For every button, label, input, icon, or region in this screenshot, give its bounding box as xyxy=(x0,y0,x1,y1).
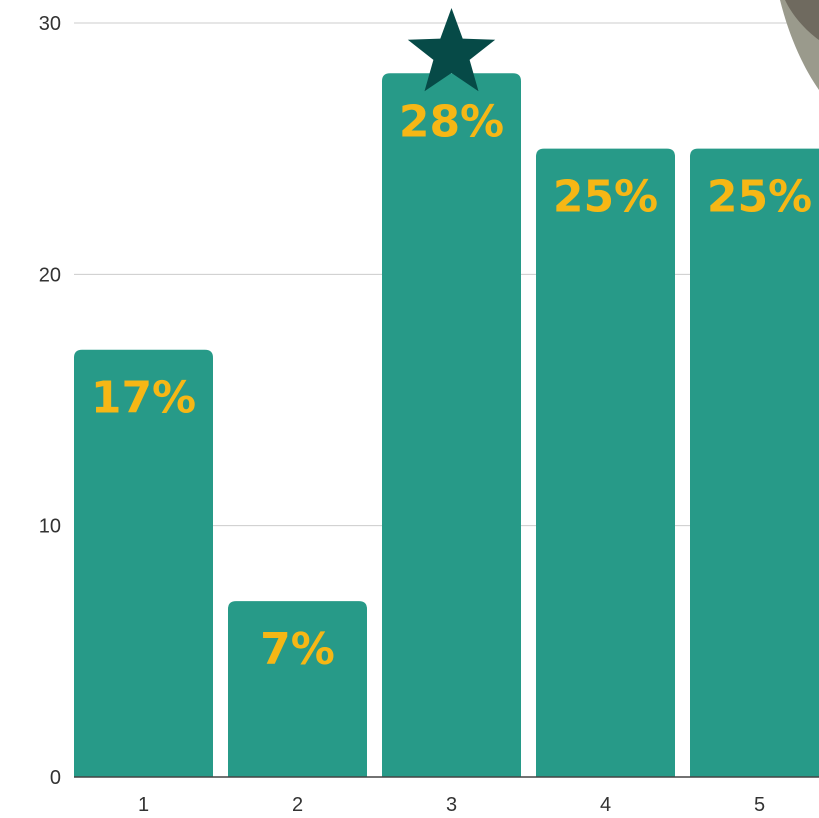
bars xyxy=(74,73,819,778)
data-label: 7% xyxy=(260,624,335,675)
star-icon xyxy=(407,8,496,92)
y-tick-label: 20 xyxy=(39,264,61,286)
background-photo-edge xyxy=(780,0,819,90)
y-tick-label: 0 xyxy=(50,767,61,789)
bar xyxy=(382,73,521,778)
x-tick-label: 1 xyxy=(138,794,149,816)
x-tick-label: 5 xyxy=(754,794,765,816)
data-label: 25% xyxy=(553,172,658,223)
star-icon-group xyxy=(407,8,496,92)
data-label: 28% xyxy=(399,96,504,147)
x-tick-label: 4 xyxy=(600,794,611,816)
axes: 0 10 20 30 1 2 3 4 5 xyxy=(39,13,819,816)
bar xyxy=(690,148,819,777)
y-tick-label: 10 xyxy=(39,516,61,538)
bar xyxy=(536,148,675,777)
data-label: 17% xyxy=(91,373,196,424)
x-tick-label: 2 xyxy=(292,794,303,816)
y-tick-label: 30 xyxy=(39,13,61,35)
bar xyxy=(74,349,213,777)
bar xyxy=(228,601,367,777)
x-tick-label: 3 xyxy=(446,794,457,816)
data-label: 25% xyxy=(707,172,812,223)
data-labels: 17% 7% 28% 25% 25% xyxy=(91,96,812,675)
